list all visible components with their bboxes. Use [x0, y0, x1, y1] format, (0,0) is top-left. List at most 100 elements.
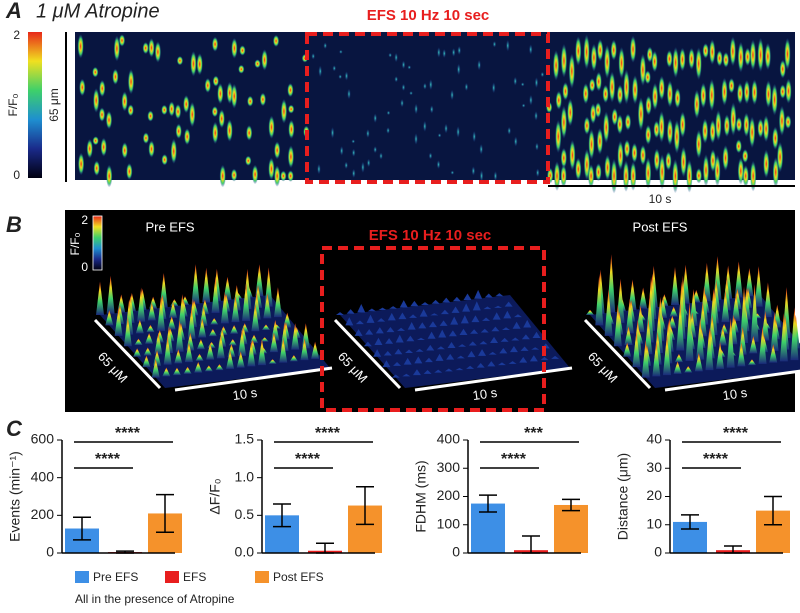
surface-peak: [604, 289, 613, 336]
kymograph-streak: [737, 41, 745, 73]
y-axis-label: Distance (μm): [615, 453, 631, 540]
surface-peak: [409, 314, 418, 318]
surface-peak: [508, 361, 517, 364]
kymograph-streak: [735, 116, 743, 133]
surface-peak: [263, 293, 272, 319]
kymograph-streak: [230, 168, 238, 182]
surface-peak: [250, 334, 259, 343]
surface-peak: [509, 346, 518, 353]
surface-peak: [146, 324, 155, 333]
surface-peak: [726, 317, 735, 368]
kymograph-streak: [596, 127, 604, 155]
surface-peak: [674, 353, 683, 363]
surface-peak: [424, 357, 433, 363]
surface-peak: [519, 356, 528, 363]
colorbar-max: 2: [13, 28, 20, 42]
y-tick-label: 1.5: [235, 431, 255, 447]
surface-peak: [500, 337, 509, 342]
kymograph-streak: [457, 45, 462, 55]
surface-peak: [438, 329, 447, 338]
y-tick-label: 200: [31, 506, 55, 522]
error-bar: [156, 493, 174, 534]
kymograph-streak: [414, 103, 418, 115]
surface-peak: [268, 359, 277, 364]
kymograph-streak: [555, 119, 562, 154]
kymograph-streak: [261, 49, 268, 71]
colorbar-label: F/F₀: [68, 232, 82, 255]
surface-peak: [488, 351, 497, 355]
panel-label: B: [6, 212, 22, 237]
kymograph-streak: [589, 103, 597, 125]
surface-peak: [242, 283, 251, 321]
surface-peak: [721, 290, 730, 323]
surface-peak: [444, 368, 453, 372]
kymograph-streak: [552, 49, 560, 81]
kymograph-streak: [251, 164, 259, 185]
kymograph-streak: [695, 129, 702, 159]
surface-peak: [238, 329, 247, 356]
surface-peak: [586, 309, 594, 315]
kymograph-streak: [456, 126, 460, 138]
surface-peak: [289, 355, 298, 362]
kymograph-streak: [776, 141, 784, 173]
kymograph-streak: [588, 78, 596, 93]
kymograph-streak: [742, 148, 749, 164]
surface-peak: [456, 355, 465, 359]
kymograph-streak: [779, 59, 786, 79]
surface-peak: [382, 360, 391, 368]
surface-peak: [123, 316, 132, 347]
kymograph-streak: [520, 82, 525, 87]
kymograph-streak: [645, 95, 652, 116]
legend-swatch: [75, 571, 89, 583]
y-tick-label: 300: [437, 459, 461, 475]
kymograph-streak: [702, 42, 709, 59]
kymograph-streak: [765, 80, 772, 109]
kymograph-streak: [351, 168, 356, 179]
surface-peak: [269, 332, 278, 353]
surface-peak: [684, 366, 693, 373]
surface-peak: [279, 337, 288, 363]
surface-peak: [403, 357, 412, 365]
space-axis: [583, 318, 652, 390]
kymograph-streak: [575, 157, 582, 181]
kymograph-streak: [688, 47, 695, 70]
kymograph-streak: [721, 77, 728, 106]
surface-peak: [428, 321, 437, 328]
kymograph-streak: [646, 46, 654, 63]
surface-peak: [383, 350, 392, 356]
surface-peak: [749, 335, 758, 354]
kymograph-streak: [610, 39, 617, 61]
error-bar: [273, 503, 291, 528]
kymograph-streak: [535, 168, 540, 178]
surface-peak: [732, 293, 741, 321]
kymograph-streak: [540, 71, 545, 78]
y-tick-label: 0: [654, 544, 662, 560]
surface-peak: [145, 332, 154, 344]
kymograph-streak: [245, 155, 252, 166]
kymograph-streak: [583, 116, 591, 135]
kymograph-streak: [714, 154, 721, 187]
surface-peak: [430, 313, 439, 316]
significance-label: ****: [115, 425, 141, 442]
surface-peak: [198, 318, 207, 338]
kymograph-streak: [401, 83, 406, 91]
surface-peak: [705, 327, 714, 371]
kymograph-streak: [639, 144, 647, 166]
kymograph-streak: [749, 39, 757, 71]
surface-peak: [134, 338, 143, 346]
kymograph-streak: [723, 114, 731, 138]
time-scale-label: 10 s: [649, 192, 672, 206]
significance-label: ****: [703, 451, 729, 468]
surface-peak: [137, 287, 146, 322]
kymograph-streak: [450, 89, 454, 101]
surface-peak: [386, 326, 395, 333]
kymograph-streak: [272, 34, 280, 48]
kymograph-streak: [351, 139, 356, 144]
kymograph-streak: [112, 68, 119, 85]
surface-peak: [405, 349, 414, 353]
surface-peak: [208, 328, 217, 337]
kymograph-streak: [211, 36, 219, 52]
surface-peak: [471, 315, 480, 323]
kymograph-streak: [629, 161, 637, 191]
kymograph-streak: [666, 49, 673, 68]
